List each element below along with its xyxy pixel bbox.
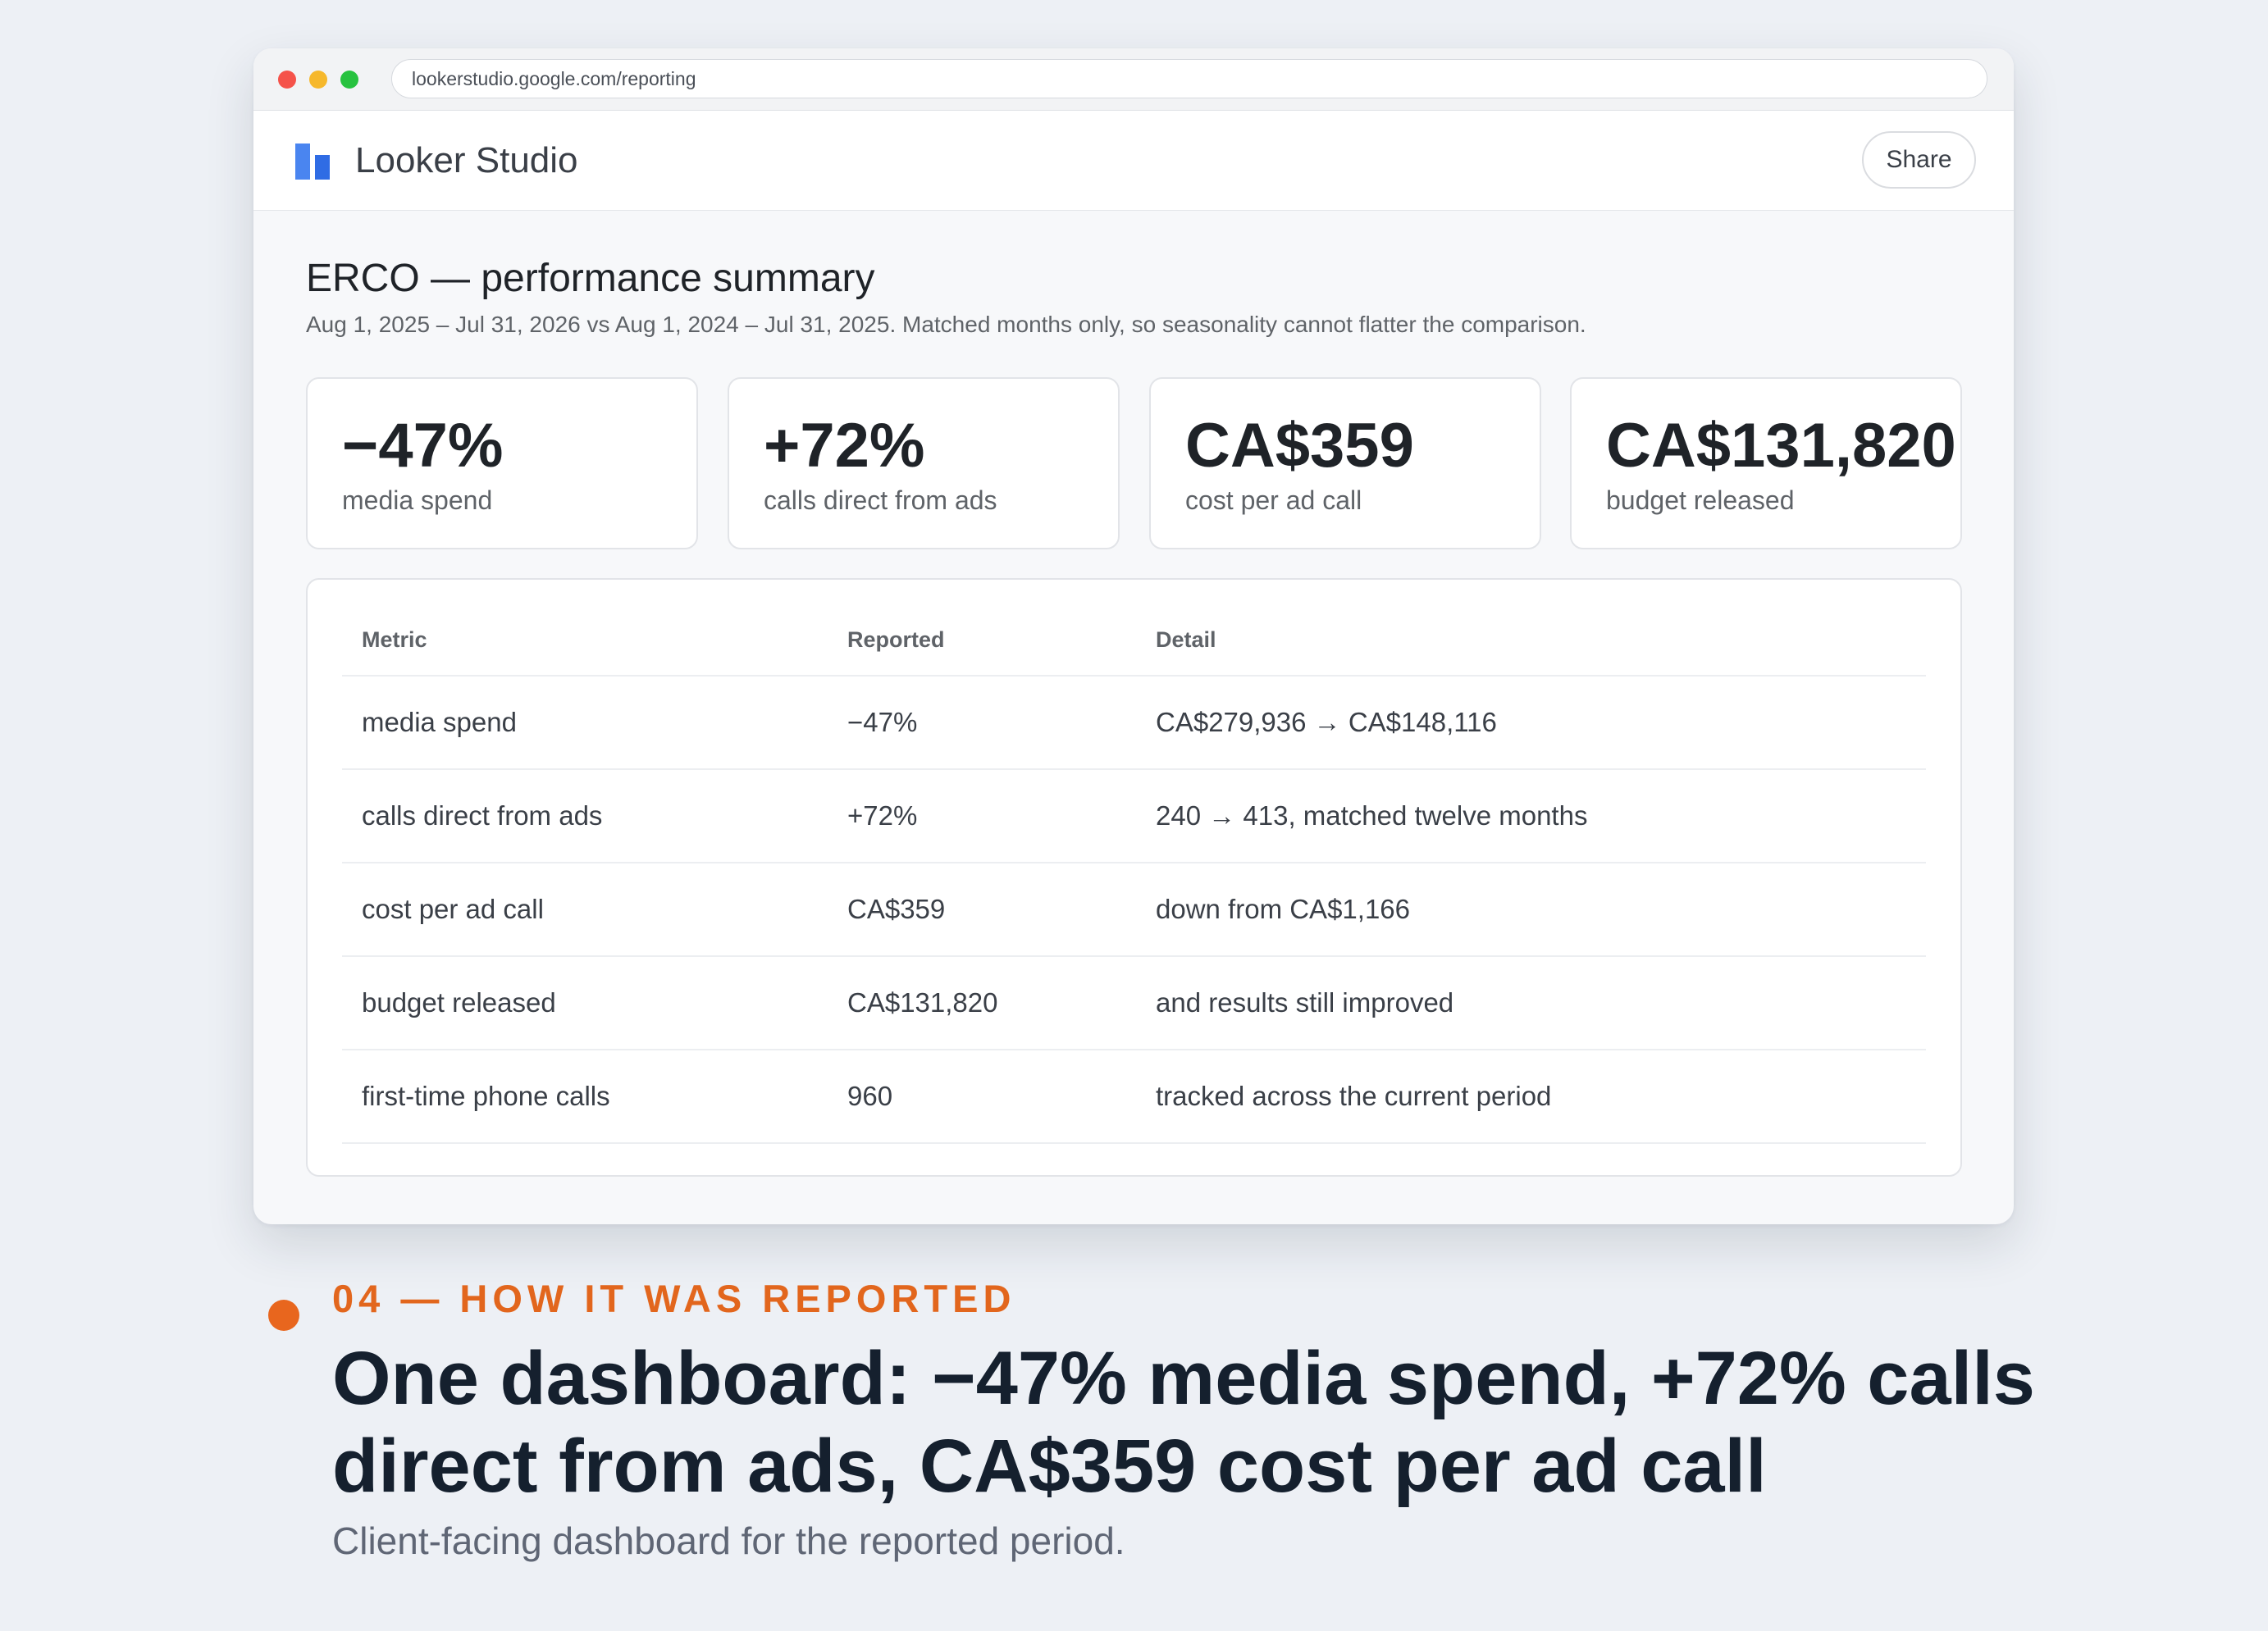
- kpi-card-media-spend: −47% media spend: [306, 377, 698, 549]
- browser-chrome: lookerstudio.google.com/reporting: [253, 48, 2014, 111]
- app-name: Looker Studio: [355, 140, 578, 180]
- metric-cell: budget released: [362, 987, 556, 1018]
- headline-line: One dashboard: −47% media spend, +72% ca…: [332, 1337, 2035, 1420]
- column-header-detail: Detail: [1156, 627, 1216, 652]
- minimize-window-button[interactable]: [309, 71, 327, 89]
- kpi-value: CA$131,820: [1606, 411, 1956, 481]
- browser-window: lookerstudio.google.com/reporting Looker…: [253, 48, 2014, 1224]
- metric-cell: first-time phone calls: [362, 1081, 610, 1111]
- table-row: first-time phone calls 960 tracked acros…: [342, 1050, 1926, 1144]
- detail-cell: tracked across the current period: [1156, 1081, 1552, 1111]
- report-canvas: ERCO — performance summary Aug 1, 2025 –…: [253, 211, 2014, 1224]
- reported-cell: +72%: [847, 800, 918, 831]
- table-row: budget released CA$131,820 and results s…: [342, 957, 1926, 1050]
- table-header-row: Metric Reported Detail: [342, 580, 1926, 677]
- headline-line: direct from ads, CA$359 cost per ad call: [332, 1424, 1767, 1508]
- kpi-value: −47%: [342, 411, 504, 481]
- kpi-card-cost-per-call: CA$359 cost per ad call: [1149, 377, 1541, 549]
- report-title: ERCO — performance summary: [306, 257, 875, 300]
- looker-studio-logo-icon: [295, 144, 333, 180]
- table-row: calls direct from ads +72% 240 → 413, ma…: [342, 770, 1926, 863]
- metrics-table: Metric Reported Detail media spend −47% …: [306, 578, 1962, 1177]
- column-header-metric: Metric: [362, 627, 427, 652]
- section-headline: One dashboard: −47% media spend, +72% ca…: [332, 1335, 2035, 1510]
- section-eyebrow: 04 — HOW IT WAS REPORTED: [332, 1277, 1016, 1320]
- maximize-window-button[interactable]: [340, 71, 358, 89]
- kpi-label: cost per ad call: [1185, 485, 1362, 515]
- kpi-value: CA$359: [1185, 411, 1414, 481]
- detail-cell: and results still improved: [1156, 987, 1454, 1018]
- share-button[interactable]: Share: [1862, 131, 1976, 189]
- kpi-card-budget-released: CA$131,820 budget released: [1570, 377, 1962, 549]
- address-bar[interactable]: lookerstudio.google.com/reporting: [391, 59, 1987, 98]
- detail-cell: 240 → 413, matched twelve months: [1156, 800, 1588, 831]
- close-window-button[interactable]: [278, 71, 296, 89]
- reported-cell: CA$131,820: [847, 987, 998, 1018]
- reported-cell: −47%: [847, 707, 918, 737]
- metric-cell: cost per ad call: [362, 894, 544, 924]
- kpi-value: +72%: [764, 411, 925, 481]
- reported-cell: CA$359: [847, 894, 946, 924]
- kpi-card-calls-direct: +72% calls direct from ads: [728, 377, 1120, 549]
- table-row: media spend −47% CA$279,936 → CA$148,116: [342, 677, 1926, 770]
- bullet-dot-icon: [268, 1300, 299, 1331]
- kpi-label: calls direct from ads: [764, 485, 997, 515]
- report-subtitle: Aug 1, 2025 – Jul 31, 2026 vs Aug 1, 202…: [306, 312, 1586, 337]
- column-header-reported: Reported: [847, 627, 945, 652]
- kpi-label: media spend: [342, 485, 493, 515]
- section-caption: Client-facing dashboard for the reported…: [332, 1519, 1125, 1562]
- table-row: cost per ad call CA$359 down from CA$1,1…: [342, 863, 1926, 957]
- app-header: Looker Studio Share: [253, 111, 2014, 211]
- detail-cell: CA$279,936 → CA$148,116: [1156, 707, 1497, 737]
- reported-cell: 960: [847, 1081, 893, 1111]
- metric-cell: media spend: [362, 707, 517, 737]
- detail-cell: down from CA$1,166: [1156, 894, 1411, 924]
- kpi-label: budget released: [1606, 485, 1795, 515]
- metric-cell: calls direct from ads: [362, 800, 603, 831]
